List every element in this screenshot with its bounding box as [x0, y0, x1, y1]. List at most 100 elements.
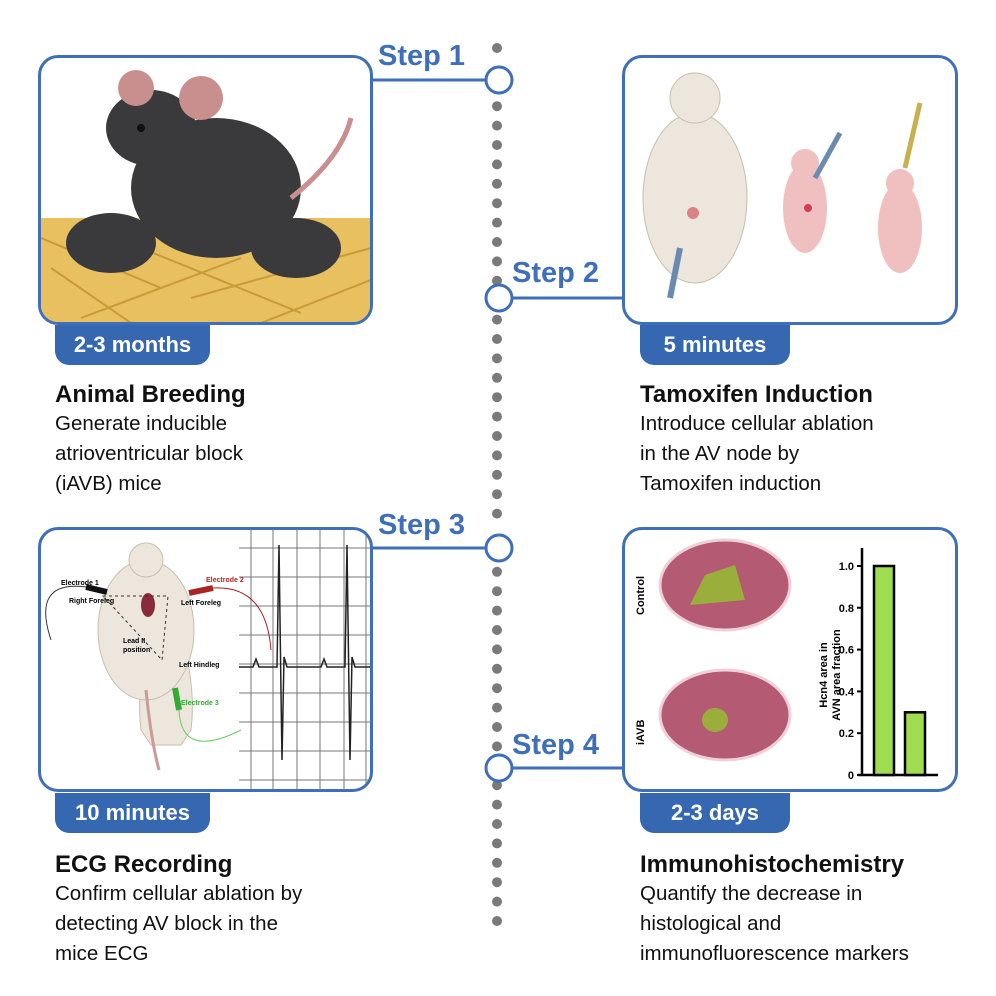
timeline-dot: [492, 916, 502, 926]
tamoxifen-illustration: [622, 55, 958, 325]
mice-injection-image: [642, 72, 923, 299]
timeline-dot: [492, 702, 502, 713]
timeline-dot: [492, 586, 502, 597]
timeline-dot: [492, 625, 502, 635]
ecg-setup-image: Electrode 1 Electrode 2 Electrode 3 Righ…: [45, 530, 370, 789]
duration-badge-step4: 2-3 days: [640, 793, 790, 833]
histology-figure: Control iAVB 0 0.2 0.4 0.6 0.8 1.0 Hcn4 area …: [635, 538, 938, 782]
step4-node: [484, 753, 514, 783]
y-tick-label: 0.8: [839, 603, 854, 615]
timeline-dot: [492, 431, 502, 441]
timeline-dot: [492, 605, 502, 616]
bar-chart: 0 0.2 0.4 0.6 0.8 1.0: [839, 548, 938, 782]
step3-node: [484, 533, 514, 563]
timeline-dot: [492, 314, 502, 325]
timeline-dot: [492, 120, 502, 131]
left-hindleg-label: Left Hindleg: [179, 662, 219, 669]
duration-badge-step2: 5 minutes: [640, 325, 790, 365]
step3-label: Step 3: [378, 509, 466, 541]
timeline-dot: [492, 838, 502, 849]
step2-title: Tamoxifen Induction: [640, 381, 873, 408]
electrode2-label: Electrode 2: [206, 577, 244, 584]
timeline-dot: [492, 237, 502, 247]
desc-line: immunofluorescence markers: [640, 942, 909, 965]
timeline-dot: [492, 140, 502, 150]
iavb-hcn4-area: [702, 708, 728, 732]
ecg-illustration: Electrode 1 Electrode 2 Electrode 3 Righ…: [38, 527, 373, 792]
y-tick-label: 1.0: [839, 561, 854, 573]
iavb-label: iAVB: [635, 719, 647, 745]
timeline-dot: [492, 741, 502, 752]
step1-title: Animal Breeding: [55, 381, 246, 408]
timeline-dot: [492, 857, 502, 868]
desc-line: (iAVB) mice: [55, 472, 162, 495]
y-tick-label: 0: [848, 770, 854, 782]
timeline-dot: [492, 275, 502, 286]
mice-on-straw-image: [41, 70, 370, 322]
ecg-trace: [239, 544, 370, 761]
timeline-dots: [492, 43, 502, 926]
breeding-illustration: [38, 55, 373, 325]
timeline-dot: [492, 353, 502, 364]
desc-line: Generate inducible: [55, 412, 228, 435]
timeline-dot: [492, 334, 502, 344]
timeline-dot: [492, 198, 502, 209]
timeline-dot: [492, 508, 502, 519]
histology-illustration: Control iAVB 0 0.2 0.4 0.6 0.8 1.0 Hcn4 area …: [622, 527, 958, 792]
right-foreleg-label: Right Foreleg: [69, 598, 114, 605]
desc-line: Confirm cellular ablation by: [55, 882, 303, 905]
lead-ii-label: Lead II: [123, 638, 145, 645]
timeline-dot: [492, 392, 502, 403]
desc-line: Tamoxifen induction: [640, 472, 822, 495]
desc-line: mice ECG: [55, 942, 149, 965]
y-axis-label-line1: Hcn4 area in: [818, 642, 830, 708]
y-tick-label: 0.4: [839, 686, 855, 698]
timeline-dot: [492, 450, 502, 461]
timeline-dot: [492, 722, 502, 732]
timeline-dot: [492, 780, 502, 791]
timeline-dot: [492, 877, 502, 888]
timeline-dot: [492, 217, 502, 228]
timeline-dot: [492, 43, 502, 53]
step3-title: ECG Recording: [55, 851, 233, 878]
electrode3-label: Electrode 3: [181, 700, 219, 707]
timeline-dot: [492, 256, 502, 267]
bar-control: [872, 564, 896, 777]
control-hcn4-area: [690, 565, 745, 605]
y-axis-label-line2: AVN area fraction: [831, 629, 843, 721]
desc-line: histological and: [640, 912, 782, 935]
timeline-dot: [492, 178, 502, 189]
step1-description: Generate inducible atrioventricular bloc…: [55, 409, 243, 499]
step2-description: Introduce cellular ablation in the AV no…: [640, 409, 874, 499]
y-tick-label: 0.6: [839, 645, 854, 657]
step3-description: Confirm cellular ablation by detecting A…: [55, 879, 302, 969]
control-label: Control: [635, 576, 647, 615]
duration-badge-step3: 10 minutes: [55, 793, 210, 833]
timeline-dot: [492, 411, 502, 422]
step2-label: Step 2: [512, 257, 600, 289]
timeline-dot: [492, 896, 502, 907]
timeline-dot: [492, 489, 502, 500]
bar-iavb: [903, 711, 927, 777]
timeline-dot: [492, 663, 502, 674]
left-foreleg-label: Left Foreleg: [181, 600, 221, 607]
step1-node: [484, 65, 514, 95]
desc-line: detecting AV block in the: [55, 912, 278, 935]
timeline-dot: [492, 372, 502, 383]
timeline-dot: [492, 819, 502, 829]
timeline-dot: [492, 469, 502, 480]
timeline-dot: [492, 566, 502, 577]
y-tick-label: 0.2: [839, 728, 854, 740]
step1-label: Step 1: [378, 40, 466, 72]
timeline-dot: [492, 159, 502, 170]
desc-line: atrioventricular block: [55, 442, 243, 465]
lead-ii-position-label: position: [123, 647, 150, 654]
step4-label: Step 4: [512, 729, 600, 761]
desc-line: Quantify the decrease in: [640, 882, 863, 905]
desc-line: in the AV node by: [640, 442, 800, 465]
timeline-dot: [492, 683, 502, 694]
step4-title: Immunohistochemistry: [640, 851, 905, 878]
timeline-dot: [492, 644, 502, 655]
desc-line: Introduce cellular ablation: [640, 412, 874, 435]
